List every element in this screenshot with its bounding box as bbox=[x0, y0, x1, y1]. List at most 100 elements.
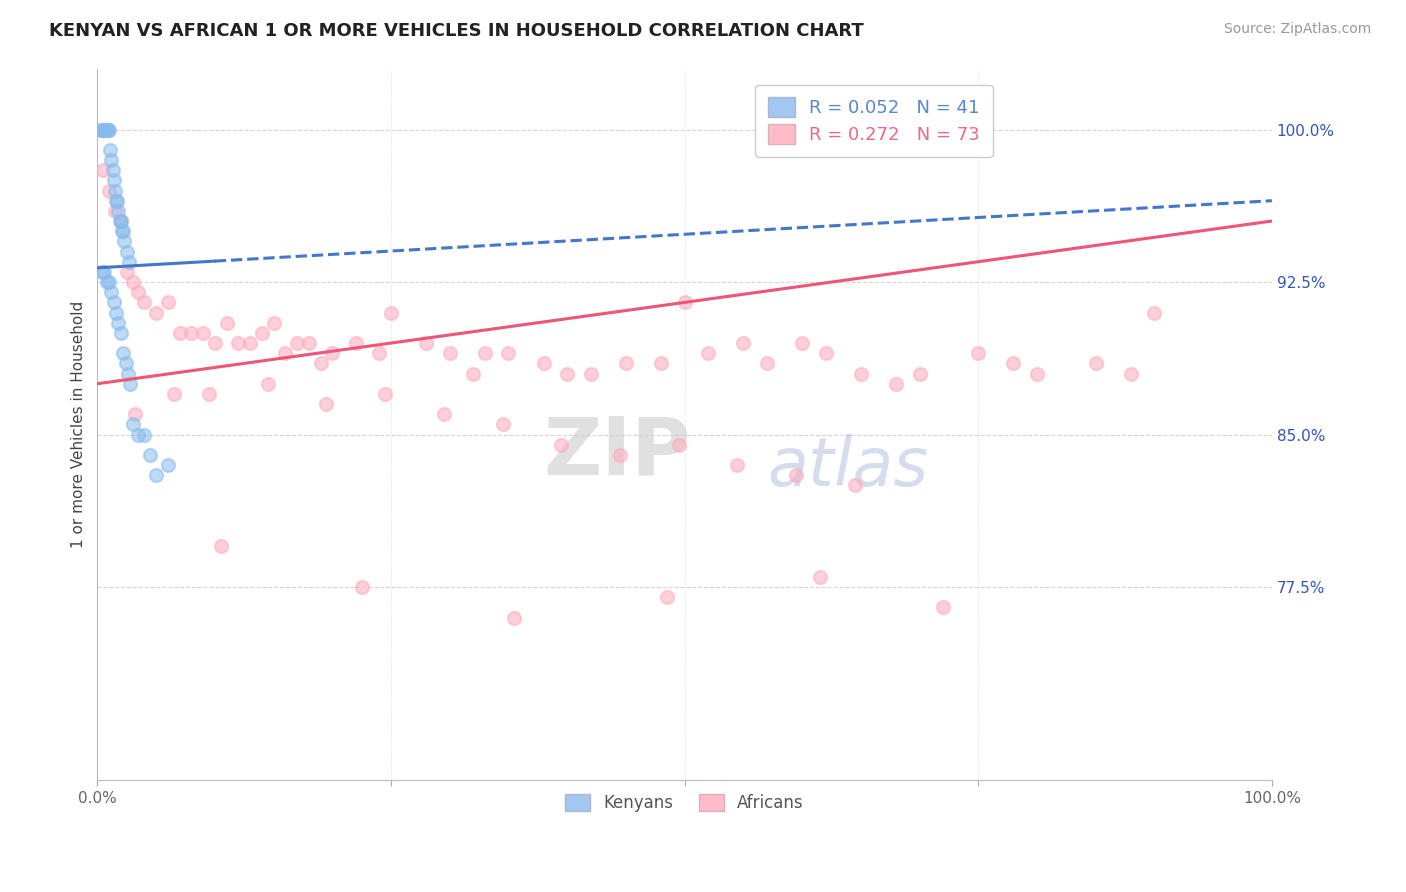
Point bbox=[415, 336, 437, 351]
Point bbox=[790, 336, 813, 351]
Point bbox=[100, 153, 122, 167]
Point bbox=[609, 448, 631, 462]
Text: Source: ZipAtlas.com: Source: ZipAtlas.com bbox=[1223, 22, 1371, 37]
Point bbox=[105, 194, 128, 208]
Point bbox=[555, 367, 578, 381]
Point bbox=[263, 316, 285, 330]
Point bbox=[727, 458, 749, 472]
Point bbox=[344, 336, 367, 351]
Point bbox=[533, 356, 555, 370]
Point bbox=[668, 438, 690, 452]
Point bbox=[91, 265, 114, 279]
Point bbox=[124, 407, 146, 421]
Point bbox=[156, 295, 179, 310]
Point bbox=[614, 356, 637, 370]
Point bbox=[120, 376, 142, 391]
Point bbox=[96, 275, 118, 289]
Point bbox=[180, 326, 202, 340]
Point bbox=[503, 610, 526, 624]
Point bbox=[226, 336, 249, 351]
Point bbox=[198, 387, 221, 401]
Point bbox=[97, 122, 120, 136]
Point bbox=[145, 468, 167, 483]
Point bbox=[463, 367, 485, 381]
Point bbox=[98, 275, 121, 289]
Text: KENYAN VS AFRICAN 1 OR MORE VEHICLES IN HOUSEHOLD CORRELATION CHART: KENYAN VS AFRICAN 1 OR MORE VEHICLES IN … bbox=[49, 22, 863, 40]
Point bbox=[115, 244, 138, 259]
Point bbox=[204, 336, 226, 351]
Point bbox=[127, 285, 149, 300]
Point bbox=[91, 122, 114, 136]
Point bbox=[814, 346, 837, 360]
Point bbox=[163, 387, 186, 401]
Point bbox=[112, 224, 135, 238]
Point bbox=[285, 336, 308, 351]
Point bbox=[117, 367, 139, 381]
Point bbox=[433, 407, 456, 421]
Point bbox=[274, 346, 297, 360]
Point bbox=[134, 295, 156, 310]
Point bbox=[1026, 367, 1049, 381]
Point bbox=[673, 295, 696, 310]
Point bbox=[112, 346, 135, 360]
Point bbox=[380, 305, 402, 319]
Point bbox=[104, 203, 127, 218]
Point bbox=[239, 336, 262, 351]
Y-axis label: 1 or more Vehicles in Household: 1 or more Vehicles in Household bbox=[72, 301, 86, 548]
Point bbox=[108, 214, 131, 228]
Point bbox=[145, 305, 167, 319]
Point bbox=[110, 326, 132, 340]
Point bbox=[474, 346, 496, 360]
Point bbox=[98, 143, 121, 157]
Point bbox=[808, 570, 831, 584]
Point bbox=[209, 540, 232, 554]
Point bbox=[849, 367, 872, 381]
Point bbox=[114, 356, 136, 370]
Point bbox=[110, 214, 132, 228]
Point bbox=[932, 600, 955, 615]
Point bbox=[94, 122, 117, 136]
Point bbox=[498, 346, 520, 360]
Point bbox=[1143, 305, 1166, 319]
Point bbox=[697, 346, 720, 360]
Point bbox=[550, 438, 572, 452]
Point bbox=[315, 397, 337, 411]
Point bbox=[90, 122, 112, 136]
Text: ZIP: ZIP bbox=[544, 414, 690, 491]
Point bbox=[107, 203, 129, 218]
Point bbox=[107, 316, 129, 330]
Point bbox=[104, 184, 127, 198]
Point bbox=[439, 346, 461, 360]
Point bbox=[98, 184, 121, 198]
Point bbox=[491, 417, 513, 432]
Point bbox=[96, 122, 118, 136]
Point bbox=[118, 254, 141, 268]
Legend: Kenyans, Africans: Kenyans, Africans bbox=[553, 780, 817, 825]
Text: atlas: atlas bbox=[766, 434, 928, 500]
Point bbox=[110, 214, 132, 228]
Point bbox=[103, 173, 125, 187]
Point bbox=[967, 346, 990, 360]
Point bbox=[755, 356, 778, 370]
Point bbox=[139, 448, 162, 462]
Point bbox=[350, 580, 373, 594]
Point bbox=[374, 387, 396, 401]
Point bbox=[250, 326, 273, 340]
Point bbox=[105, 305, 128, 319]
Point bbox=[655, 591, 678, 605]
Point bbox=[103, 295, 125, 310]
Point bbox=[215, 316, 238, 330]
Point bbox=[112, 235, 135, 249]
Point bbox=[93, 265, 115, 279]
Point bbox=[1084, 356, 1107, 370]
Point bbox=[1119, 367, 1142, 381]
Point bbox=[321, 346, 343, 360]
Point bbox=[98, 122, 121, 136]
Point bbox=[579, 367, 602, 381]
Point bbox=[309, 356, 332, 370]
Point bbox=[156, 458, 179, 472]
Point bbox=[908, 367, 931, 381]
Point bbox=[100, 285, 122, 300]
Point bbox=[121, 417, 143, 432]
Point bbox=[884, 376, 907, 391]
